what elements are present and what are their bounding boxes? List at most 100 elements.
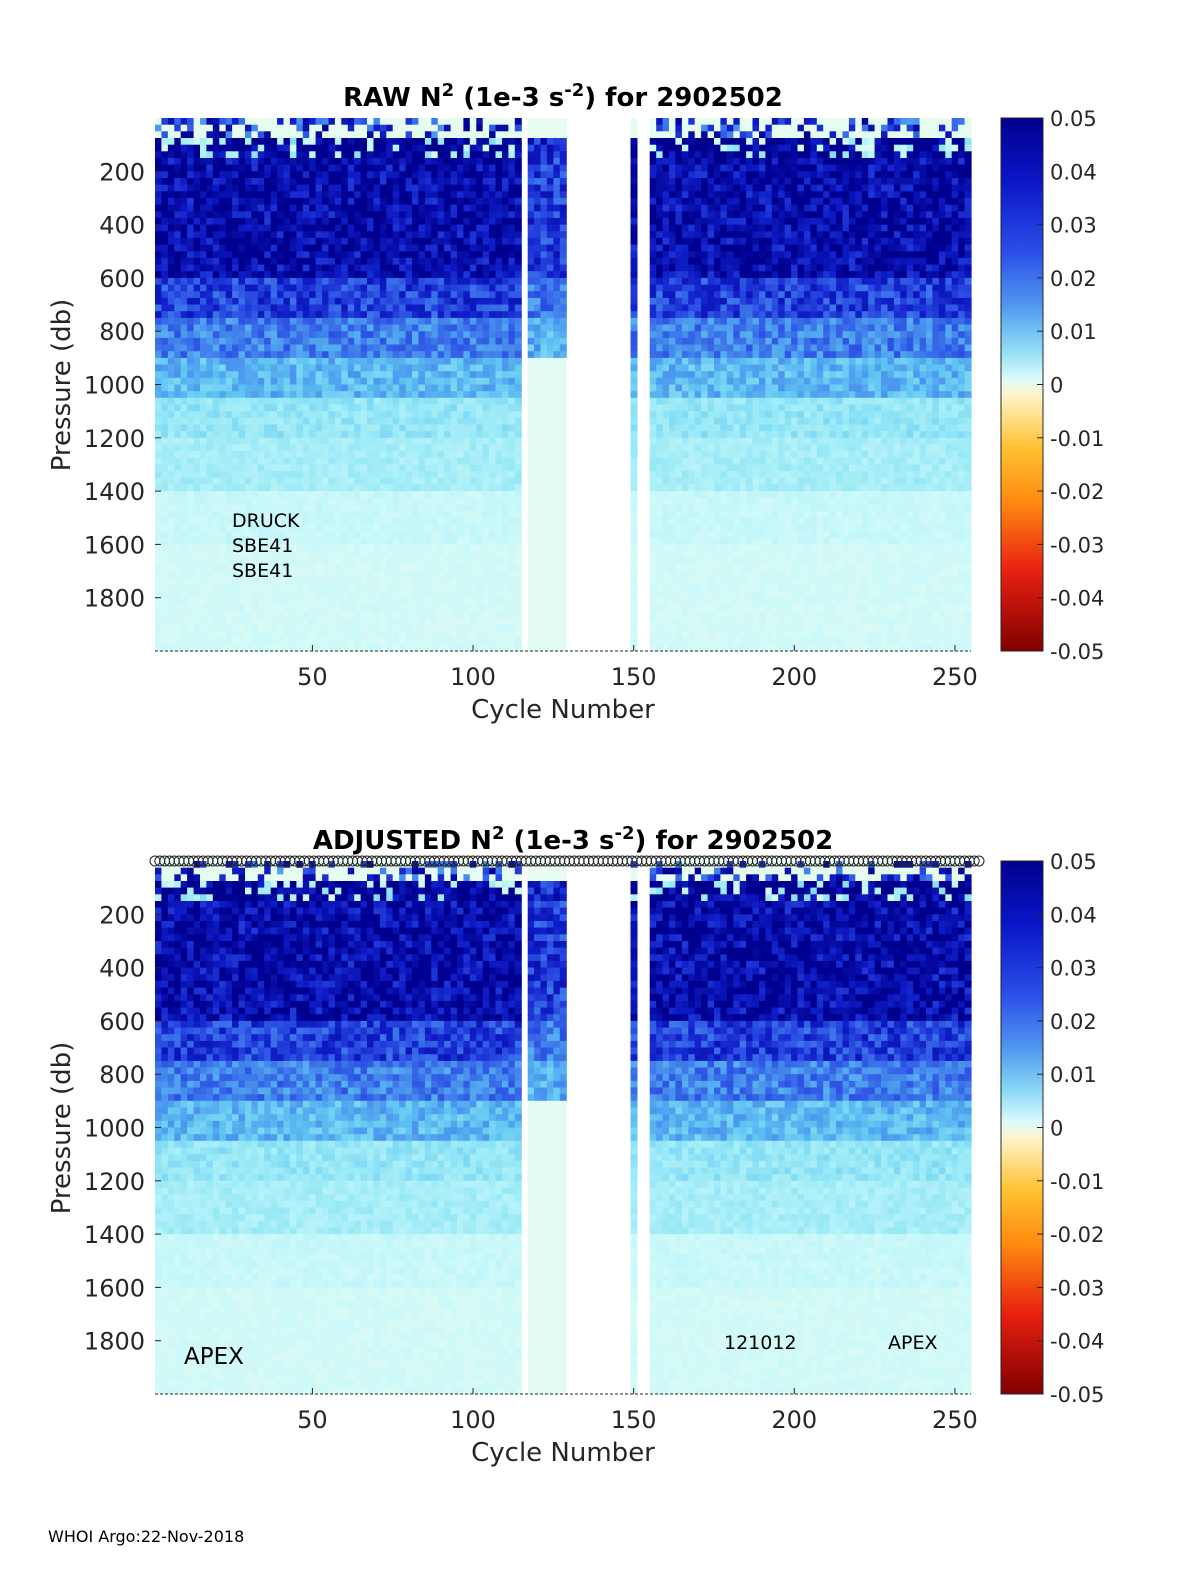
heatmap-cell xyxy=(334,311,342,319)
heatmap-cell xyxy=(245,271,252,279)
heatmap-cell xyxy=(534,597,542,605)
heatmap-cell xyxy=(424,304,432,312)
heatmap-cell xyxy=(373,537,381,545)
heatmap-cell xyxy=(540,384,548,392)
heatmap-cell xyxy=(386,257,394,266)
heatmap-cell xyxy=(546,317,554,326)
heatmap-cell xyxy=(360,584,368,592)
heatmap-cell xyxy=(379,391,387,399)
heatmap-cell xyxy=(212,231,220,239)
heatmap-cell xyxy=(302,211,310,219)
heatmap-cell xyxy=(392,131,400,139)
heatmap-cell xyxy=(546,544,554,552)
heatmap-cell xyxy=(206,624,214,632)
heatmap-cell xyxy=(187,377,195,386)
heatmap-cell xyxy=(354,284,362,292)
heatmap-cell xyxy=(270,624,278,632)
heatmap-cell xyxy=(373,591,381,599)
heatmap-cell xyxy=(289,431,297,439)
heatmap-cell xyxy=(502,484,509,492)
heatmap-cell xyxy=(457,324,464,332)
heatmap-cell xyxy=(180,484,188,492)
heatmap-cell xyxy=(206,371,214,379)
heatmap-cell xyxy=(225,417,233,426)
heatmap-cell xyxy=(502,211,509,219)
heatmap-cell xyxy=(450,344,458,352)
heatmap-cell xyxy=(482,371,490,379)
heatmap-cell xyxy=(167,577,175,585)
heatmap-cell xyxy=(360,424,368,432)
heatmap-cell xyxy=(328,337,336,346)
heatmap-cell xyxy=(264,178,272,186)
heatmap-cell xyxy=(418,524,426,532)
heatmap-cell xyxy=(463,257,471,266)
heatmap-cell xyxy=(502,204,509,212)
heatmap-cell xyxy=(200,164,207,172)
heatmap-cell xyxy=(527,184,535,192)
heatmap-cell xyxy=(161,544,169,552)
heatmap-cell xyxy=(527,451,535,459)
heatmap-cell xyxy=(405,511,413,519)
heatmap-cell xyxy=(225,204,233,212)
heatmap-cell xyxy=(167,484,175,492)
heatmap-cell xyxy=(469,237,477,246)
heatmap-cell xyxy=(155,391,162,399)
heatmap-cell xyxy=(302,351,310,359)
heatmap-cell xyxy=(463,524,471,532)
heatmap-cell xyxy=(257,497,265,506)
heatmap-cell xyxy=(334,391,342,399)
heatmap-cell xyxy=(405,397,413,406)
heatmap-cell xyxy=(527,524,535,532)
heatmap-cell xyxy=(508,351,516,359)
heatmap-cell xyxy=(354,404,362,412)
heatmap-cell xyxy=(527,224,535,232)
heatmap-cell xyxy=(232,317,240,326)
heatmap-cell xyxy=(412,377,419,386)
heatmap-cell xyxy=(283,391,291,399)
heatmap-cell xyxy=(514,444,522,452)
heatmap-cell xyxy=(546,291,554,299)
heatmap-cell xyxy=(270,377,278,386)
heatmap-cell xyxy=(502,511,509,519)
heatmap-cell xyxy=(373,624,381,632)
heatmap-cell xyxy=(322,537,330,545)
heatmap-cell xyxy=(219,491,227,499)
heatmap-cell xyxy=(514,277,522,286)
heatmap-cell xyxy=(206,584,214,592)
heatmap-cell xyxy=(379,437,387,446)
heatmap-cell xyxy=(238,284,246,292)
heatmap-cell xyxy=(495,457,503,466)
heatmap-cell xyxy=(257,504,265,512)
heatmap-cell xyxy=(508,384,516,392)
heatmap-cell xyxy=(489,317,497,326)
heatmap-cell xyxy=(444,171,452,179)
heatmap-cell xyxy=(257,264,265,272)
heatmap-cell xyxy=(283,244,291,252)
heatmap-cell xyxy=(527,551,535,559)
heatmap-cell xyxy=(212,424,220,432)
heatmap-cell xyxy=(546,197,554,206)
heatmap-cell xyxy=(289,317,297,326)
heatmap-cell xyxy=(251,471,259,479)
heatmap-cell xyxy=(514,377,522,386)
heatmap-cell xyxy=(469,537,477,545)
heatmap-cell xyxy=(302,397,310,406)
heatmap-cell xyxy=(200,484,207,492)
heatmap-cell xyxy=(392,504,400,512)
heatmap-cell xyxy=(161,204,169,212)
heatmap-cell xyxy=(245,491,252,499)
heatmap-cell xyxy=(482,517,490,526)
heatmap-cell xyxy=(347,457,355,466)
heatmap-cell xyxy=(354,577,362,585)
heatmap-cell xyxy=(412,464,419,472)
heatmap-cell xyxy=(238,477,246,486)
heatmap-cell xyxy=(187,151,195,159)
heatmap-cell xyxy=(514,138,522,146)
heatmap-cell xyxy=(386,331,394,339)
heatmap-cell xyxy=(527,178,535,186)
heatmap-cell xyxy=(193,624,201,632)
heatmap-cell xyxy=(302,424,310,432)
heatmap-cell xyxy=(245,331,252,339)
heatmap-cell xyxy=(296,404,304,412)
heatmap-cell xyxy=(174,571,182,579)
